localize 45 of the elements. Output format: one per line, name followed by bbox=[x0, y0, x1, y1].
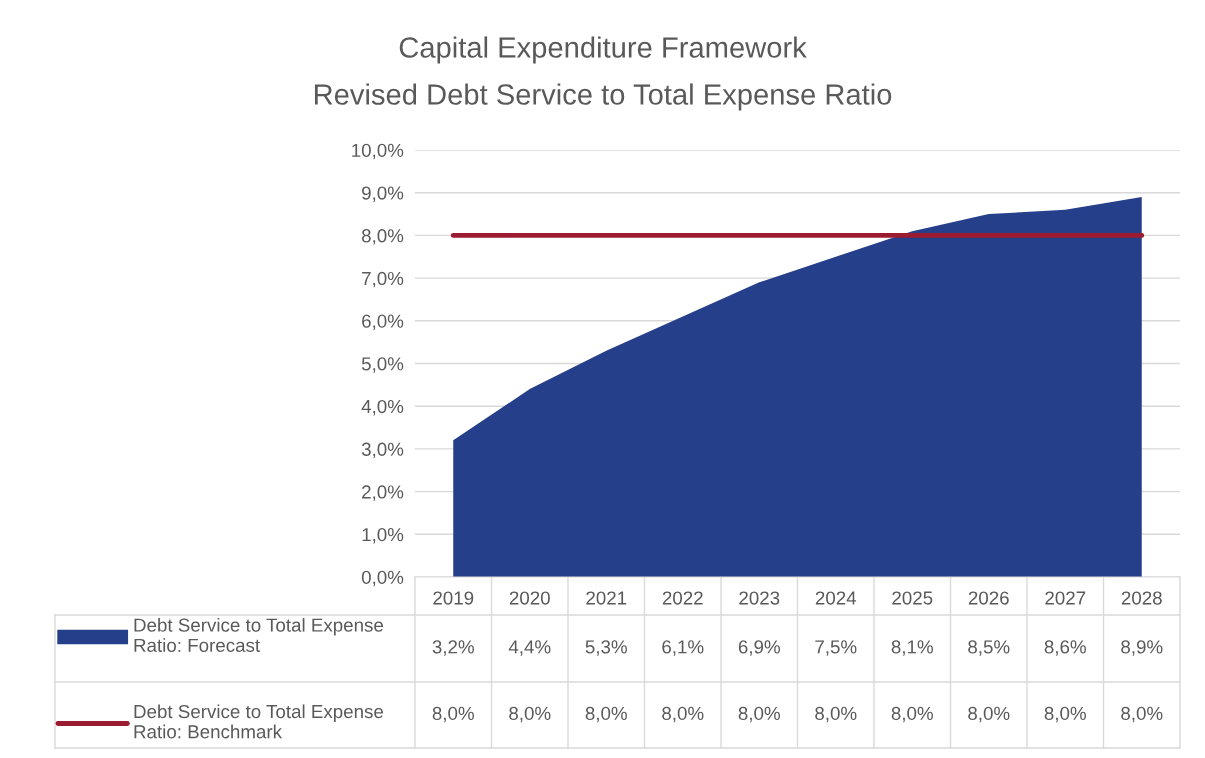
y-tick-label: 5,0% bbox=[361, 357, 404, 373]
x-tick-label: 2023 bbox=[739, 591, 780, 605]
data-label: 6,9% bbox=[738, 640, 780, 656]
data-label: 8,9% bbox=[1121, 640, 1163, 656]
x-tick-label: 2022 bbox=[662, 591, 703, 605]
data-label: 8,6% bbox=[1044, 640, 1086, 656]
x-tick-label: 2021 bbox=[586, 591, 627, 605]
data-label: 6,1% bbox=[662, 640, 704, 656]
x-tick-label: 2024 bbox=[815, 591, 857, 605]
y-tick-label: 8,0% bbox=[361, 229, 404, 245]
legend-label: Debt Service to Total Expense Ratio: Benchmark bbox=[134, 704, 384, 739]
data-label: 8,0% bbox=[662, 706, 704, 723]
y-tick-label: 10,0% bbox=[352, 143, 404, 160]
y-tick-label: 6,0% bbox=[362, 314, 404, 330]
data-label: 8,0% bbox=[738, 706, 780, 723]
chart-title: Capital Expenditure Framework bbox=[399, 36, 807, 64]
data-label: 8,0% bbox=[968, 706, 1010, 723]
data-label: 8,0% bbox=[432, 706, 474, 723]
y-tick-label: 0,0% bbox=[361, 570, 404, 587]
data-label: 3,2% bbox=[432, 640, 474, 656]
data-label: 8,0% bbox=[1044, 706, 1086, 723]
data-label: 8,0% bbox=[891, 706, 933, 723]
data-label: 8,0% bbox=[815, 706, 857, 723]
y-tick-label: 4,0% bbox=[361, 399, 404, 416]
data-label: 8,0% bbox=[1121, 706, 1163, 723]
data-label: 7,5% bbox=[815, 640, 857, 656]
data-label: 4,4% bbox=[508, 640, 551, 656]
y-tick-label: 7,0% bbox=[362, 271, 404, 288]
data-label: 8,0% bbox=[509, 706, 551, 723]
data-label: 8,5% bbox=[968, 640, 1010, 656]
chart-subtitle: Revised Debt Service to Total Expense Ratio bbox=[314, 83, 892, 111]
data-label: 8,1% bbox=[891, 640, 933, 656]
y-tick-label: 2,0% bbox=[362, 485, 404, 501]
x-tick-label: 2020 bbox=[509, 591, 550, 605]
y-tick-label: 1,0% bbox=[362, 528, 404, 544]
y-tick-label: 9,0% bbox=[362, 186, 404, 202]
x-tick-label: 2027 bbox=[1045, 591, 1086, 605]
data-label: 8,0% bbox=[585, 706, 627, 723]
data-label: 5,3% bbox=[585, 640, 627, 656]
x-tick-label: 2026 bbox=[968, 591, 1009, 605]
x-tick-label: 2025 bbox=[892, 591, 933, 605]
y-tick-label: 3,0% bbox=[361, 442, 404, 459]
legend-label: Debt Service to Total Expense Ratio: Forecast bbox=[134, 618, 384, 652]
x-tick-label: 2019 bbox=[433, 591, 474, 605]
x-tick-label: 2028 bbox=[1121, 591, 1162, 605]
